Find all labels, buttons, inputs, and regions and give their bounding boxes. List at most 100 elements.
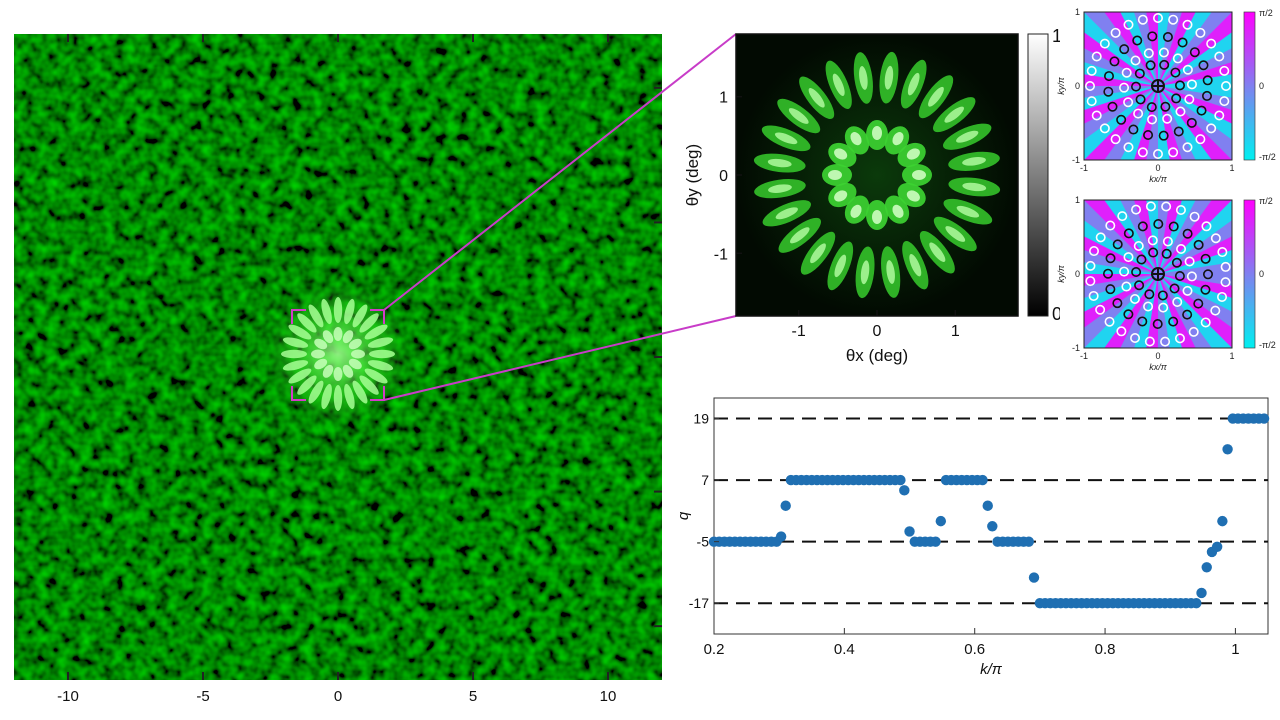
k-space-center-cross bbox=[1152, 268, 1164, 280]
k-space-vortex-marker bbox=[1161, 248, 1172, 259]
q-x-tick-label: 0.4 bbox=[834, 641, 855, 658]
far-field-outer-lobe bbox=[369, 349, 395, 359]
k-space-vortex-marker bbox=[1202, 90, 1213, 101]
far-field-inner-lobe bbox=[314, 358, 328, 370]
k-space-vortex-marker bbox=[1119, 82, 1130, 93]
k-space-vortex-marker bbox=[1161, 201, 1172, 212]
k-space-phase-wedge bbox=[1158, 12, 1232, 86]
far-field-inner-lobe bbox=[351, 349, 365, 359]
zoom-outer-lobe-core bbox=[775, 207, 798, 220]
far-field-panel bbox=[14, 34, 662, 680]
zoom-outer-lobe-core bbox=[909, 254, 922, 277]
zoom-inner-lobe-core bbox=[906, 148, 920, 160]
k-space-y-tick-label: 0 bbox=[1075, 269, 1080, 279]
k-space-vortex-marker bbox=[1103, 71, 1114, 82]
q-data-point bbox=[780, 500, 791, 511]
k-space-phase-wedge bbox=[1158, 262, 1232, 274]
k-space-vortex-marker bbox=[1119, 266, 1130, 277]
zoom-outer-lobe-core bbox=[944, 106, 964, 123]
zoom-outer-lobe-core bbox=[962, 157, 986, 166]
far-field-inner-lobe bbox=[322, 330, 334, 344]
k-space-vortex-marker bbox=[1137, 147, 1148, 158]
k-space-vortex-marker bbox=[1200, 317, 1211, 328]
far-field-heatmap bbox=[14, 34, 662, 680]
k-space-colorbar bbox=[1243, 199, 1256, 349]
far-field-x-tick: -5 bbox=[196, 688, 210, 705]
k-space-vortex-marker bbox=[1188, 326, 1199, 337]
zoom-outer-lobe-core bbox=[956, 205, 980, 218]
zoom-outer-lobe-core bbox=[962, 182, 987, 192]
zoom-outer-lobe-core bbox=[767, 158, 792, 168]
k-space-vortex-marker bbox=[1186, 271, 1197, 282]
k-space-vortex-marker bbox=[1174, 271, 1185, 282]
k-space-vortex-marker bbox=[1182, 285, 1193, 296]
q-data-point bbox=[904, 526, 915, 537]
k-space-vortex-marker bbox=[1175, 204, 1186, 215]
zoom-panel: -1 0 1 1 0 -1 θx (deg) θy (deg) 1 0 bbox=[683, 26, 1060, 365]
q-data-point bbox=[935, 515, 947, 527]
k-space-vortex-marker bbox=[1193, 298, 1204, 309]
k-space-y-tick-label: -1 bbox=[1072, 343, 1080, 353]
q-x-tick-label: 0.8 bbox=[1095, 641, 1116, 658]
far-field-outer-lobe bbox=[297, 313, 317, 333]
bracket-top-left bbox=[291, 309, 306, 324]
k-space-vortex-marker bbox=[1158, 47, 1169, 58]
k-space-phase-wedge bbox=[1158, 236, 1232, 274]
k-space-vortex-marker bbox=[1136, 254, 1147, 265]
zoom-colorbar bbox=[1027, 33, 1049, 317]
q-y-tick-label: 7 bbox=[701, 472, 709, 488]
k-space-vortex-marker bbox=[1137, 14, 1148, 25]
zoom-outer-lobe-core bbox=[886, 260, 895, 284]
k-space-vortex-marker bbox=[1084, 81, 1095, 92]
far-field-inner-lobe bbox=[333, 327, 343, 341]
k-space-vortex-marker bbox=[1184, 94, 1195, 105]
far-field-inner-lobe bbox=[333, 367, 343, 381]
k-space-vortex-marker bbox=[1206, 38, 1217, 49]
zoom-inner-lobe-core bbox=[872, 126, 882, 140]
zoom-inner-lobe-core bbox=[892, 132, 904, 146]
k-space-vortex-marker bbox=[1182, 142, 1193, 153]
far-field-outer-lobe bbox=[364, 368, 388, 384]
zoom-outer-lobe-core bbox=[884, 65, 894, 90]
k-space-phase-wedge bbox=[1158, 86, 1232, 140]
k-space-x-axis-label: kx/π bbox=[1149, 362, 1168, 372]
k-space-vortex-marker bbox=[1186, 117, 1197, 128]
k-space-phase-wedge bbox=[1158, 61, 1232, 86]
k-space-vortex-marker bbox=[1184, 256, 1195, 267]
k-space-vortex-marker bbox=[1162, 113, 1173, 124]
k-space-vortex-marker bbox=[1172, 53, 1183, 64]
zoom-inner-lobe-core bbox=[850, 132, 862, 146]
k-space-phase-wedge bbox=[1158, 86, 1232, 111]
k-space-phase-wedge bbox=[1084, 32, 1158, 86]
k-space-vortex-marker bbox=[1123, 142, 1134, 153]
far-field-outer-lobe bbox=[321, 383, 332, 410]
k-space-vortex-marker bbox=[1107, 101, 1118, 112]
k-space-vortex-marker bbox=[1158, 302, 1169, 313]
k-space-vortex-marker bbox=[1085, 276, 1096, 287]
zoom-x-tick-label: 0 bbox=[873, 323, 882, 340]
far-field-outer-lobe bbox=[288, 324, 312, 340]
k-space-vortex-marker bbox=[1182, 228, 1193, 239]
zoom-outer-lobe-core bbox=[788, 108, 809, 124]
q-data-point bbox=[775, 531, 787, 542]
zoom-y-tick-label: -1 bbox=[714, 246, 728, 263]
k-space-phase-wedge bbox=[1084, 274, 1158, 348]
k-space-vortex-marker bbox=[1220, 277, 1231, 288]
k-space-vortex-marker bbox=[1085, 260, 1096, 271]
k-space-vortex-marker bbox=[1109, 56, 1120, 67]
zoom-heatmap-background bbox=[736, 34, 1018, 316]
k-space-vortex-marker bbox=[1189, 47, 1200, 58]
k-space-vortex-marker bbox=[1182, 309, 1193, 320]
k-space-vortex-marker bbox=[1182, 19, 1193, 30]
k-space-y-axis-label: ky/π bbox=[1056, 76, 1066, 95]
k-space-phase-wedge bbox=[1084, 274, 1158, 286]
k-space-phase-wedge bbox=[1084, 61, 1158, 86]
k-space-x-tick-label: 1 bbox=[1229, 163, 1234, 173]
k-space-vortex-marker bbox=[1103, 86, 1114, 97]
k-space-vortex-marker bbox=[1123, 252, 1134, 263]
k-space-vortex-marker bbox=[1202, 269, 1213, 280]
q-x-tick-label: 0.2 bbox=[704, 641, 725, 658]
far-field-inner-lobe bbox=[311, 349, 325, 359]
k-space-vortex-marker bbox=[1112, 298, 1123, 309]
k-space-vortex-marker bbox=[1135, 94, 1146, 105]
